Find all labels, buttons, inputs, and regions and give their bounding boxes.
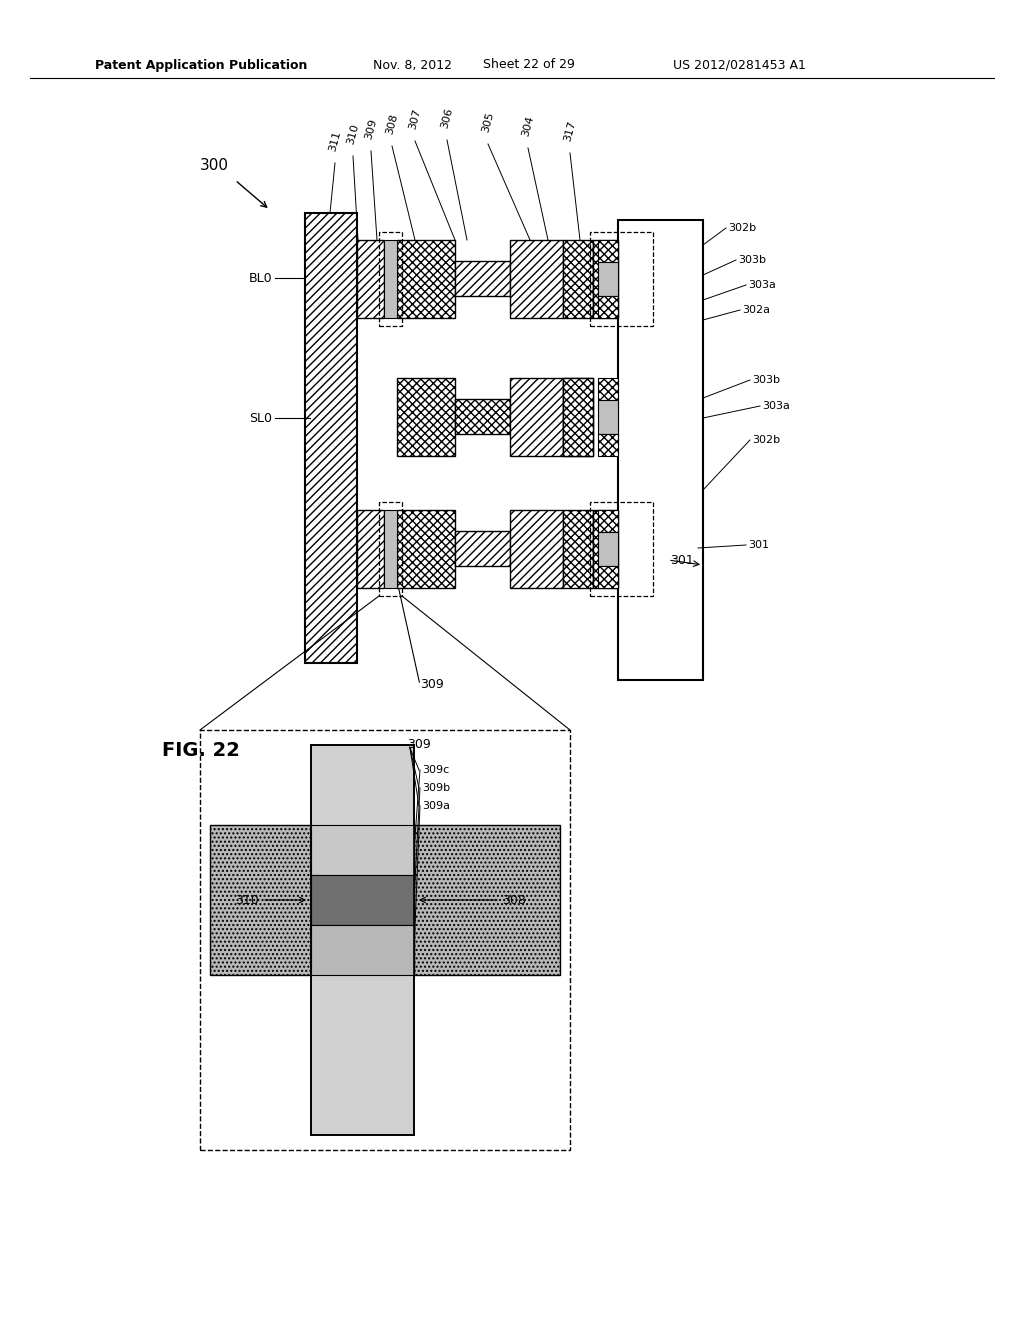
Bar bbox=[598, 378, 618, 400]
Bar bbox=[397, 378, 455, 455]
Text: 309a: 309a bbox=[422, 801, 450, 810]
Bar bbox=[593, 510, 618, 587]
Bar bbox=[397, 240, 455, 318]
Bar bbox=[563, 240, 593, 318]
Bar bbox=[311, 925, 414, 975]
Text: 303a: 303a bbox=[748, 280, 776, 290]
Text: 300: 300 bbox=[200, 157, 229, 173]
Text: 306: 306 bbox=[439, 107, 455, 129]
Text: 309: 309 bbox=[407, 738, 431, 751]
Bar bbox=[357, 240, 384, 318]
Bar bbox=[510, 510, 563, 587]
Text: 303b: 303b bbox=[752, 375, 780, 385]
Text: 317: 317 bbox=[562, 120, 578, 143]
Text: 304: 304 bbox=[520, 115, 536, 139]
Bar bbox=[598, 566, 618, 587]
Bar bbox=[598, 261, 618, 296]
Bar bbox=[311, 875, 414, 925]
Bar bbox=[414, 825, 560, 975]
Text: BL0: BL0 bbox=[249, 272, 272, 285]
Text: 308: 308 bbox=[502, 894, 526, 907]
Text: 301: 301 bbox=[748, 540, 769, 550]
Bar bbox=[618, 220, 703, 680]
Bar bbox=[384, 510, 397, 587]
Text: 309c: 309c bbox=[422, 766, 450, 775]
Text: 309: 309 bbox=[364, 117, 379, 141]
Text: 303a: 303a bbox=[762, 401, 790, 411]
Bar bbox=[563, 378, 593, 455]
Text: FIG. 22: FIG. 22 bbox=[162, 741, 240, 759]
Text: US 2012/0281453 A1: US 2012/0281453 A1 bbox=[673, 58, 806, 71]
Text: 302b: 302b bbox=[728, 223, 756, 234]
Text: 307: 307 bbox=[408, 108, 423, 131]
Text: 310: 310 bbox=[345, 123, 360, 147]
Bar bbox=[379, 232, 402, 326]
Text: 301: 301 bbox=[670, 553, 693, 566]
Text: Patent Application Publication: Patent Application Publication bbox=[95, 58, 307, 71]
Bar bbox=[210, 825, 311, 975]
Text: 308: 308 bbox=[384, 114, 399, 136]
Text: Sheet 22 of 29: Sheet 22 of 29 bbox=[483, 58, 574, 71]
Text: 302a: 302a bbox=[742, 305, 770, 315]
Bar bbox=[598, 510, 618, 532]
Bar bbox=[200, 730, 570, 1150]
Bar bbox=[311, 744, 414, 1135]
Text: SL0: SL0 bbox=[249, 412, 272, 425]
Bar bbox=[510, 378, 563, 455]
Bar bbox=[563, 510, 593, 587]
Bar bbox=[590, 232, 653, 326]
Bar bbox=[598, 240, 618, 261]
Bar bbox=[598, 296, 618, 318]
Bar bbox=[305, 213, 357, 663]
Bar bbox=[593, 240, 618, 318]
Bar bbox=[563, 378, 593, 455]
Bar bbox=[397, 510, 455, 587]
Bar bbox=[384, 240, 397, 318]
Bar bbox=[598, 434, 618, 455]
Bar bbox=[590, 502, 653, 597]
Text: 310: 310 bbox=[234, 894, 259, 907]
Text: Nov. 8, 2012: Nov. 8, 2012 bbox=[373, 58, 452, 71]
Text: 305: 305 bbox=[480, 111, 496, 135]
Bar bbox=[455, 531, 510, 566]
Text: 309: 309 bbox=[420, 678, 443, 692]
Text: 303b: 303b bbox=[738, 255, 766, 265]
Bar bbox=[311, 744, 414, 1135]
Bar bbox=[598, 532, 618, 566]
Bar bbox=[379, 502, 402, 597]
Text: 302b: 302b bbox=[752, 436, 780, 445]
Bar bbox=[455, 399, 510, 434]
Bar bbox=[510, 240, 563, 318]
Text: 309b: 309b bbox=[422, 783, 451, 793]
Bar bbox=[311, 825, 414, 875]
Bar bbox=[357, 510, 384, 587]
Text: 311: 311 bbox=[328, 131, 343, 153]
Bar bbox=[598, 400, 618, 434]
Bar bbox=[455, 261, 510, 296]
